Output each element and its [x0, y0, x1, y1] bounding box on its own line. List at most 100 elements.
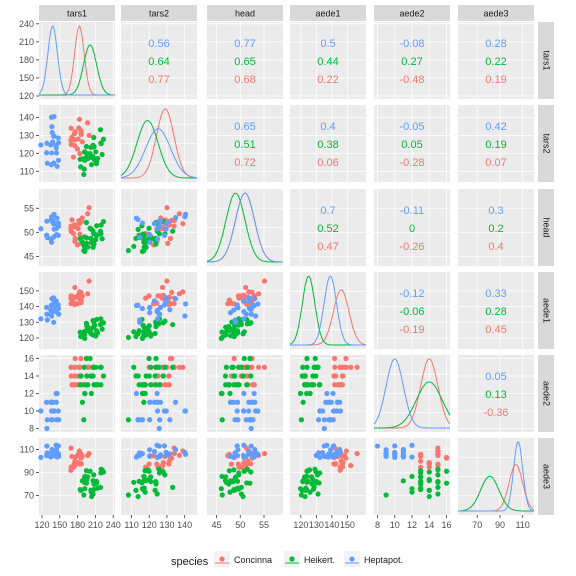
- panel: -0.12 -0.06 -0.19: [374, 272, 450, 349]
- scatter-point: [131, 364, 137, 370]
- correlation-label: 0.56: [148, 38, 169, 50]
- scatter-point: [435, 479, 441, 485]
- scatter-point: [160, 459, 167, 466]
- scatter-point: [72, 235, 78, 242]
- scatter-point: [251, 390, 257, 397]
- x-tick-label: 150: [52, 520, 67, 530]
- scatter-point: [83, 155, 90, 161]
- scatter-point: [44, 218, 50, 224]
- scatter-point: [248, 417, 254, 423]
- scatter-point: [84, 150, 90, 156]
- scatter-point: [93, 236, 99, 243]
- scatter-point: [180, 289, 186, 295]
- y-tick-label: 140: [19, 302, 34, 312]
- scatter-point: [248, 425, 254, 432]
- x-tick-label: 16: [442, 520, 452, 530]
- scatter-point: [154, 316, 161, 322]
- scatter-point: [426, 459, 432, 466]
- correlation-label: 0.64: [148, 56, 169, 68]
- scatter-point: [159, 284, 166, 291]
- y-tick-label: 130: [19, 317, 34, 327]
- correlation-label: 0.22: [317, 74, 338, 86]
- correlation-label: -0.08: [399, 38, 424, 50]
- scatter-point: [147, 417, 153, 423]
- strip-right: [538, 355, 554, 432]
- y-tick-label: 55: [24, 203, 34, 213]
- scatter-point: [147, 232, 153, 238]
- strip-top: [458, 5, 534, 21]
- panel: [290, 355, 366, 432]
- scatter-point: [44, 234, 50, 241]
- scatter-point: [82, 486, 88, 492]
- panel: 0.7 0.52 0.47: [290, 189, 366, 266]
- scatter-point: [243, 453, 249, 460]
- scatter-point: [86, 278, 92, 284]
- scatter-point: [156, 466, 162, 472]
- scatter-point: [77, 382, 83, 388]
- correlation-label: 0.2: [488, 223, 503, 235]
- scatter-point: [331, 355, 338, 362]
- scatter-point: [223, 324, 229, 330]
- panel: -0.08 0.27 -0.48: [374, 22, 450, 99]
- scatter-point: [79, 399, 86, 405]
- correlation-label: 0.44: [317, 56, 338, 68]
- scatter-point: [418, 486, 424, 493]
- x-tick-label: 130: [309, 520, 324, 530]
- scatter-point: [249, 452, 255, 458]
- strip-label-top: aede1: [315, 9, 340, 19]
- scatter-point: [72, 143, 78, 149]
- scatter-point: [153, 355, 159, 362]
- legend-key-point: [349, 556, 355, 562]
- x-tick-label: 110: [515, 520, 529, 530]
- scatter-point: [154, 399, 161, 405]
- scatter-point: [309, 481, 315, 487]
- scatter-point: [72, 301, 78, 307]
- scatter-point: [161, 302, 168, 308]
- scatter-point: [148, 364, 154, 370]
- scatter-point: [99, 151, 105, 158]
- strip-label-top: head: [235, 9, 255, 19]
- scatter-point: [91, 472, 97, 478]
- correlation-label: 0.77: [234, 38, 255, 50]
- x-tick-label: 8: [375, 520, 380, 530]
- scatter-point: [154, 390, 160, 397]
- correlation-label: -0.36: [483, 407, 508, 419]
- strip-label-top: aede2: [399, 9, 424, 19]
- scatter-point: [172, 296, 179, 302]
- x-tick-label: 210: [88, 520, 103, 530]
- scatter-point: [334, 408, 340, 414]
- scatter-point: [137, 452, 143, 459]
- strip-label-top: tars1: [67, 9, 87, 19]
- scatter-point: [139, 220, 145, 226]
- scatter-point: [152, 330, 158, 337]
- scatter-point: [426, 487, 432, 493]
- scatter-point: [236, 464, 242, 470]
- scatter-point: [167, 301, 174, 307]
- scatter-point: [78, 128, 84, 134]
- scatter-point: [383, 492, 389, 498]
- scatter-point: [218, 486, 224, 492]
- scatter-point: [226, 382, 232, 388]
- scatter-point: [48, 142, 54, 148]
- scatter-point: [84, 476, 90, 483]
- scatter-point: [142, 382, 148, 388]
- correlation-label: 0.13: [485, 389, 506, 401]
- scatter-point: [222, 478, 229, 484]
- scatter-point: [334, 448, 340, 455]
- panel: 0.05 0.13 -0.36: [458, 355, 534, 432]
- scatter-point: [55, 135, 61, 141]
- scatter-point: [146, 476, 152, 483]
- scatter-point: [85, 291, 91, 297]
- correlation-label: 0.22: [485, 56, 506, 68]
- legend-item-label: Concinna: [234, 555, 272, 565]
- scatter-point: [86, 450, 92, 457]
- scatter-point: [169, 289, 175, 295]
- scatter-point: [81, 417, 87, 423]
- scatter-point: [137, 319, 143, 325]
- panel: [373, 355, 451, 432]
- scatter-point: [240, 373, 246, 379]
- y-tick-label: 150: [19, 73, 34, 83]
- panel: [207, 355, 283, 432]
- scatter-point: [44, 140, 50, 146]
- scatter-point: [301, 373, 307, 379]
